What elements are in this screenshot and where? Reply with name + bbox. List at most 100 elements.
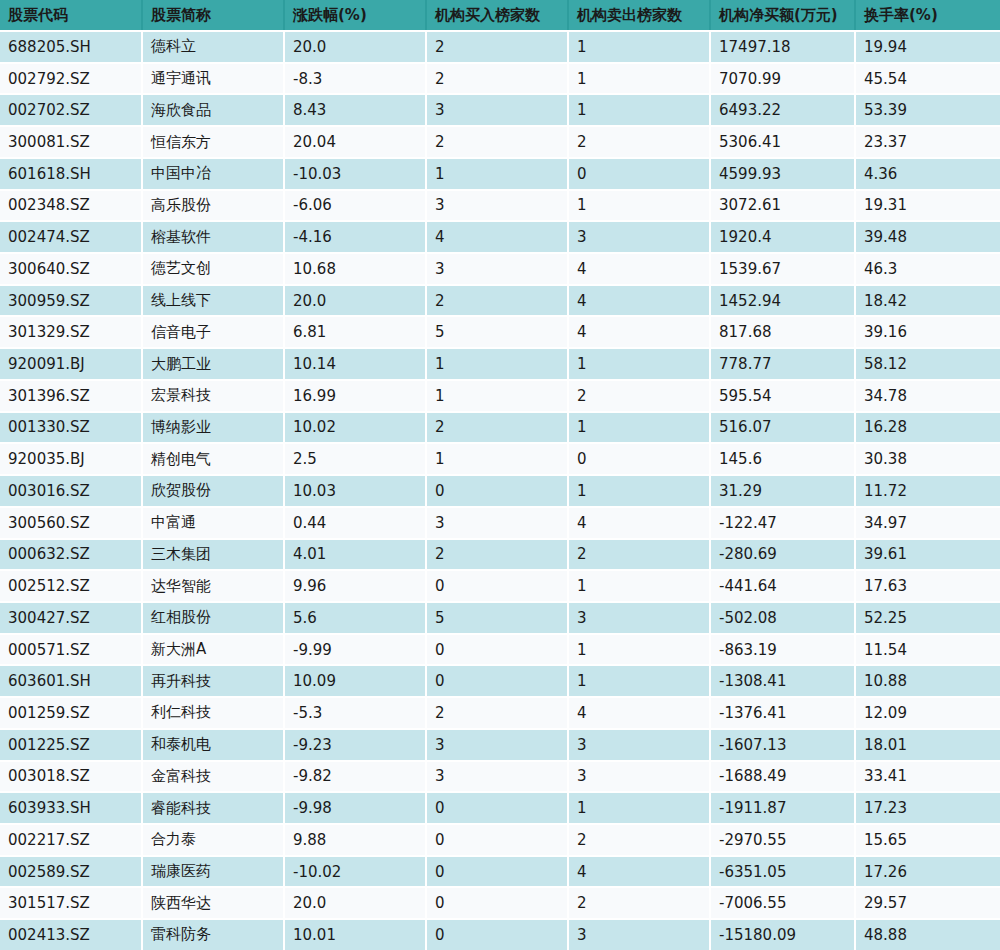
table-row[interactable]: 002792.SZ 通宇通讯 -8.3 2 1 7070.99 45.54	[0, 64, 1000, 94]
cell-inst-sell-count: 4	[569, 698, 709, 728]
table-row[interactable]: 001225.SZ 和泰机电 -9.23 3 3 -1607.13 18.01	[0, 730, 1000, 760]
table-row[interactable]: 000571.SZ 新大洲A -9.99 0 1 -863.19 11.54	[0, 635, 1000, 665]
cell-change-pct: 10.09	[285, 666, 425, 696]
table-row[interactable]: 920091.BJ 大鹏工业 10.14 1 1 778.77 58.12	[0, 349, 1000, 379]
cell-stock-name: 陕西华达	[143, 888, 283, 918]
table-row[interactable]: 603933.SH 睿能科技 -9.98 0 1 -1911.87 17.23	[0, 793, 1000, 823]
cell-inst-net-buy: 1920.4	[711, 222, 854, 252]
cell-change-pct: 10.01	[285, 920, 425, 950]
table-row[interactable]: 301329.SZ 信音电子 6.81 5 4 817.68 39.16	[0, 317, 1000, 347]
cell-inst-buy-count: 5	[427, 317, 567, 347]
table-row[interactable]: 001259.SZ 利仁科技 -5.3 2 4 -1376.41 12.09	[0, 698, 1000, 728]
table-row[interactable]: 002702.SZ 海欣食品 8.43 3 1 6493.22 53.39	[0, 95, 1000, 125]
cell-inst-sell-count: 4	[569, 857, 709, 887]
cell-stock-code: 920091.BJ	[0, 349, 141, 379]
cell-stock-name: 大鹏工业	[143, 349, 283, 379]
cell-stock-name: 再升科技	[143, 666, 283, 696]
table-row[interactable]: 002512.SZ 达华智能 9.96 0 1 -441.64 17.63	[0, 571, 1000, 601]
cell-stock-name: 金富科技	[143, 762, 283, 792]
cell-inst-sell-count: 4	[569, 286, 709, 316]
cell-inst-buy-count: 3	[427, 508, 567, 538]
cell-inst-sell-count: 1	[569, 413, 709, 443]
cell-stock-code: 003018.SZ	[0, 762, 141, 792]
cell-stock-code: 001225.SZ	[0, 730, 141, 760]
cell-inst-net-buy: -1376.41	[711, 698, 854, 728]
cell-inst-buy-count: 0	[427, 920, 567, 950]
cell-inst-sell-count: 1	[569, 476, 709, 506]
cell-inst-net-buy: 817.68	[711, 317, 854, 347]
column-header-change-pct: 涨跌幅(%)	[285, 0, 425, 30]
table-row[interactable]: 301396.SZ 宏景科技 16.99 1 2 595.54 34.78	[0, 381, 1000, 411]
cell-stock-name: 线上线下	[143, 286, 283, 316]
cell-turnover-pct: 16.28	[856, 413, 1000, 443]
cell-turnover-pct: 33.41	[856, 762, 1000, 792]
table-row[interactable]: 002348.SZ 高乐股份 -6.06 3 1 3072.61 19.31	[0, 191, 1000, 221]
cell-stock-code: 301329.SZ	[0, 317, 141, 347]
table-row[interactable]: 000632.SZ 三木集团 4.01 2 2 -280.69 39.61	[0, 540, 1000, 570]
cell-change-pct: 10.02	[285, 413, 425, 443]
cell-turnover-pct: 52.25	[856, 603, 1000, 633]
cell-inst-buy-count: 2	[427, 698, 567, 728]
cell-change-pct: -4.16	[285, 222, 425, 252]
cell-stock-code: 002589.SZ	[0, 857, 141, 887]
cell-inst-net-buy: -1308.41	[711, 666, 854, 696]
column-header-inst-sell-count: 机构卖出榜家数	[569, 0, 709, 30]
cell-stock-name: 高乐股份	[143, 191, 283, 221]
cell-turnover-pct: 53.39	[856, 95, 1000, 125]
table-row[interactable]: 003018.SZ 金富科技 -9.82 3 3 -1688.49 33.41	[0, 762, 1000, 792]
table-row[interactable]: 688205.SH 德科立 20.0 2 1 17497.18 19.94	[0, 32, 1000, 62]
table-row[interactable]: 003016.SZ 欣贺股份 10.03 0 1 31.29 11.72	[0, 476, 1000, 506]
cell-inst-sell-count: 3	[569, 222, 709, 252]
cell-inst-buy-count: 2	[427, 540, 567, 570]
table-row[interactable]: 002589.SZ 瑞康医药 -10.02 0 4 -6351.05 17.26	[0, 857, 1000, 887]
table-row[interactable]: 002474.SZ 榕基软件 -4.16 4 3 1920.4 39.48	[0, 222, 1000, 252]
table-row[interactable]: 002413.SZ 雷科防务 10.01 0 3 -15180.09 48.88	[0, 920, 1000, 950]
cell-inst-net-buy: 17497.18	[711, 32, 854, 62]
cell-change-pct: -9.23	[285, 730, 425, 760]
cell-stock-name: 德科立	[143, 32, 283, 62]
cell-stock-code: 300959.SZ	[0, 286, 141, 316]
cell-stock-name: 宏景科技	[143, 381, 283, 411]
table-row[interactable]: 300081.SZ 恒信东方 20.04 2 2 5306.41 23.37	[0, 127, 1000, 157]
cell-change-pct: 10.68	[285, 254, 425, 284]
cell-inst-net-buy: 778.77	[711, 349, 854, 379]
cell-inst-net-buy: 4599.93	[711, 159, 854, 189]
cell-turnover-pct: 46.3	[856, 254, 1000, 284]
cell-inst-sell-count: 2	[569, 127, 709, 157]
table-row[interactable]: 300427.SZ 红相股份 5.6 5 3 -502.08 52.25	[0, 603, 1000, 633]
table-row[interactable]: 300560.SZ 中富通 0.44 3 4 -122.47 34.97	[0, 508, 1000, 538]
table-row[interactable]: 002217.SZ 合力泰 9.88 0 2 -2970.55 15.65	[0, 825, 1000, 855]
table-row[interactable]: 001330.SZ 博纳影业 10.02 2 1 516.07 16.28	[0, 413, 1000, 443]
cell-turnover-pct: 48.88	[856, 920, 1000, 950]
cell-inst-buy-count: 1	[427, 349, 567, 379]
column-header-inst-buy-count: 机构买入榜家数	[427, 0, 567, 30]
column-header-stock-name: 股票简称	[143, 0, 283, 30]
cell-change-pct: 20.0	[285, 888, 425, 918]
cell-turnover-pct: 39.16	[856, 317, 1000, 347]
table-row[interactable]: 920035.BJ 精创电气 2.5 1 0 145.6 30.38	[0, 444, 1000, 474]
cell-stock-name: 恒信东方	[143, 127, 283, 157]
cell-inst-sell-count: 1	[569, 666, 709, 696]
cell-inst-sell-count: 1	[569, 571, 709, 601]
cell-stock-name: 中富通	[143, 508, 283, 538]
cell-inst-sell-count: 3	[569, 920, 709, 950]
cell-turnover-pct: 39.61	[856, 540, 1000, 570]
table-row[interactable]: 301517.SZ 陕西华达 20.0 0 2 -7006.55 29.57	[0, 888, 1000, 918]
cell-turnover-pct: 4.36	[856, 159, 1000, 189]
cell-inst-sell-count: 1	[569, 95, 709, 125]
cell-change-pct: -8.3	[285, 64, 425, 94]
cell-change-pct: 0.44	[285, 508, 425, 538]
cell-stock-name: 榕基软件	[143, 222, 283, 252]
table-row[interactable]: 300959.SZ 线上线下 20.0 2 4 1452.94 18.42	[0, 286, 1000, 316]
cell-turnover-pct: 45.54	[856, 64, 1000, 94]
table-row[interactable]: 300640.SZ 德艺文创 10.68 3 4 1539.67 46.3	[0, 254, 1000, 284]
table-row[interactable]: 601618.SH 中国中冶 -10.03 1 0 4599.93 4.36	[0, 159, 1000, 189]
table-row[interactable]: 603601.SH 再升科技 10.09 0 1 -1308.41 10.88	[0, 666, 1000, 696]
cell-stock-code: 002413.SZ	[0, 920, 141, 950]
cell-inst-sell-count: 2	[569, 540, 709, 570]
cell-change-pct: 10.03	[285, 476, 425, 506]
cell-inst-net-buy: 6493.22	[711, 95, 854, 125]
institution-trading-table: 股票代码 股票简称 涨跌幅(%) 机构买入榜家数 机构卖出榜家数 机构净买额(万…	[0, 0, 1000, 950]
cell-turnover-pct: 11.72	[856, 476, 1000, 506]
cell-turnover-pct: 19.94	[856, 32, 1000, 62]
